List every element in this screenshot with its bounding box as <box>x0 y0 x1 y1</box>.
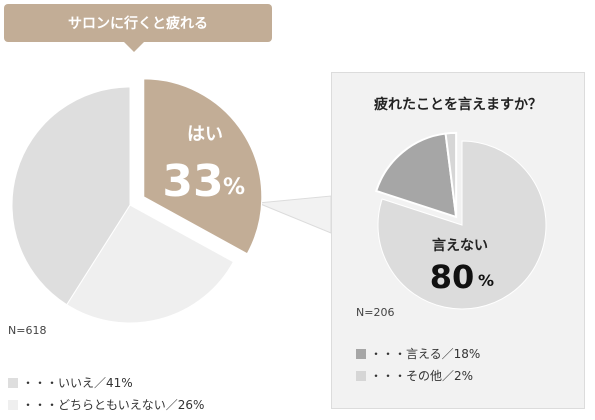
main-sample-size: N=618 <box>8 324 47 337</box>
chart-title: サロンに行くと疲れる <box>68 16 208 32</box>
pie-slice <box>11 86 131 306</box>
legend-label: ・・・言える／18% <box>370 347 481 361</box>
legend-swatch <box>356 348 366 359</box>
chart-title-banner: サロンに行くと疲れる <box>4 4 272 42</box>
legend-swatch <box>356 370 366 381</box>
main-legend-item: ・・・いいえ／41% <box>8 374 133 391</box>
legend-label: ・・・その他／2% <box>370 369 474 383</box>
pie-slice <box>143 78 263 255</box>
slice-unit: % <box>478 271 494 290</box>
legend-label: ・・・いいえ／41% <box>22 376 133 390</box>
slice-value: 33 <box>162 156 223 207</box>
sub-sample-size: N=206 <box>356 306 395 319</box>
legend-swatch <box>8 377 18 388</box>
pie-slice <box>374 132 458 219</box>
sub-legend-item: ・・・その他／2% <box>356 367 473 384</box>
slice-label: はい <box>187 124 223 145</box>
slice-label: 言えない <box>432 237 488 254</box>
pie-slice <box>66 204 235 324</box>
legend-swatch <box>8 399 18 410</box>
slice-unit: % <box>223 175 245 200</box>
pie-slice <box>377 140 547 310</box>
callout-connector <box>257 195 332 234</box>
sub-legend-item: ・・・言える／18% <box>356 345 480 362</box>
sub-pie-chart: 言えない 80% <box>374 131 547 310</box>
title-pointer <box>124 42 144 52</box>
main-legend-item: ・・・どちらともいえない／26% <box>8 396 204 413</box>
sub-chart-title: 疲れたことを言えますか？ <box>374 97 542 113</box>
callout-wedge <box>257 195 332 234</box>
pie-slice <box>444 131 458 218</box>
legend-label: ・・・どちらともいえない／26% <box>22 398 205 412</box>
slice-value: 80 <box>430 258 475 296</box>
main-pie-chart: はい 33% <box>11 78 263 324</box>
